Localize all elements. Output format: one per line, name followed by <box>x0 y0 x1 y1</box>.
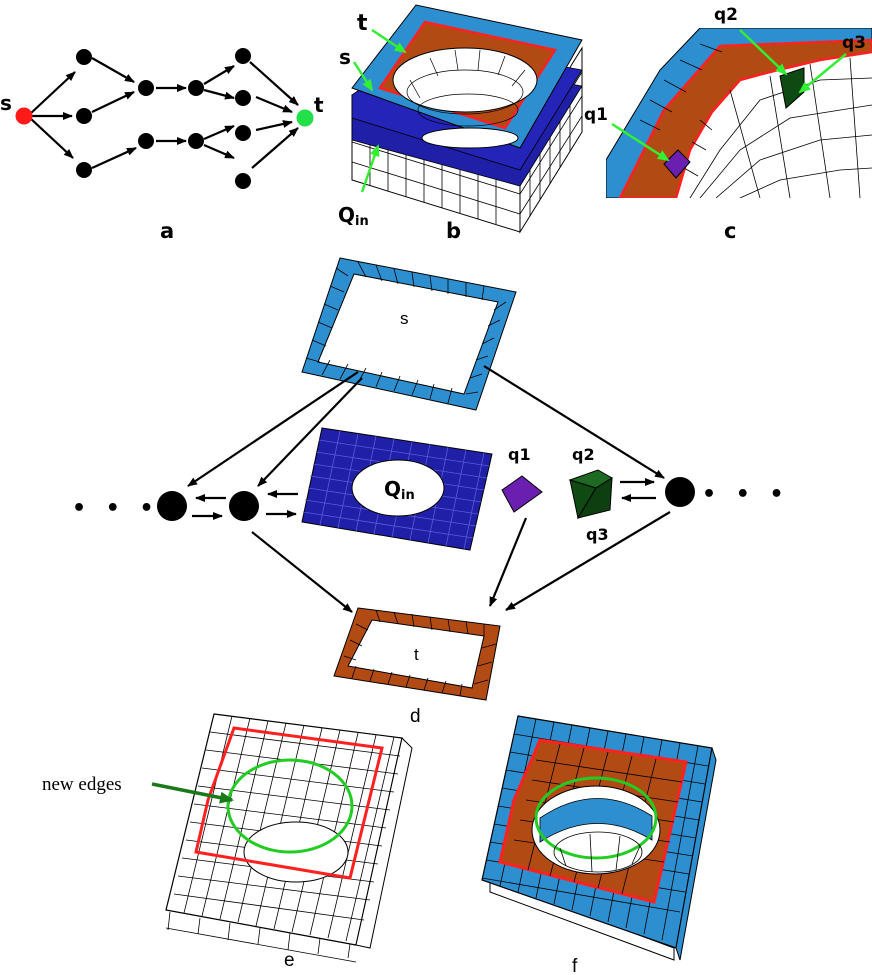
label-d-t: t <box>414 645 419 664</box>
block-hole-inner-band <box>421 127 519 149</box>
label-c-q1: q1 <box>584 105 608 125</box>
label-d-q1: q1 <box>508 445 531 464</box>
graph-node <box>665 477 695 507</box>
new-edges-label: new edges <box>42 774 122 795</box>
sink-node <box>296 109 314 127</box>
s-frame: s <box>301 257 517 411</box>
arrow-q3-pointer <box>798 53 847 94</box>
caption-e: e <box>284 950 295 971</box>
panel-d-decomposition: s Qin q1 q2 q3 <box>72 257 790 727</box>
label-c-q2: q2 <box>714 5 738 25</box>
hole-wire <box>406 49 526 127</box>
qin-plate: Qin <box>301 427 493 551</box>
arrow-q2-pointer <box>739 29 788 76</box>
graph-node <box>235 173 251 189</box>
graph-node <box>188 80 204 96</box>
arrow-t-pointer <box>371 28 407 54</box>
graph-node <box>229 491 259 521</box>
caption-a: a <box>160 219 174 243</box>
panel-f-colored-block: f <box>481 715 717 975</box>
panel-a-graph: s t a <box>0 48 324 243</box>
label-d-q3: q3 <box>586 525 609 544</box>
label-d-q2: q2 <box>572 445 595 464</box>
q2-q3-piece <box>568 469 613 520</box>
label-b-s: s <box>339 45 351 69</box>
qin-hole <box>351 459 445 517</box>
ellipsis-right: • • • <box>702 482 790 507</box>
arrow-s-pointer <box>352 61 374 92</box>
new-edges-pointer <box>151 782 234 804</box>
block-hole <box>392 47 538 113</box>
panel-c-zoom: q1 q2 q3 c <box>584 5 872 243</box>
f-hole-inner-wall <box>539 798 653 843</box>
panel-d-arrows <box>187 365 671 613</box>
graph-node <box>76 162 92 178</box>
panel-a-nodes <box>76 48 251 189</box>
graph-node <box>235 125 251 141</box>
zoom-wire <box>639 43 872 198</box>
graph-node <box>188 133 204 149</box>
graph-node <box>157 491 187 521</box>
caption-c: c <box>724 219 736 243</box>
graph-node <box>138 133 154 149</box>
label-c-q3: q3 <box>842 33 866 53</box>
label-b-qin: Qin <box>338 203 369 229</box>
f-right-face <box>675 747 717 961</box>
graph-node <box>76 108 92 124</box>
e-red-loop <box>194 726 384 880</box>
panel-e-wire-block: new edges e <box>42 713 413 971</box>
t-frame: t <box>333 607 501 701</box>
graph-node <box>235 48 251 64</box>
f-green-loop <box>534 776 658 860</box>
source-label: s <box>0 91 12 115</box>
caption-d: d <box>410 706 421 727</box>
graph-node <box>235 90 251 106</box>
caption-f: f <box>572 956 578 975</box>
ellipsis-left: • • • <box>72 496 160 521</box>
label-d-s: s <box>400 309 409 328</box>
graph-node <box>138 80 154 96</box>
graph-node <box>76 49 92 65</box>
panel-b-mesh-block: t s Qin b <box>338 4 583 243</box>
arrow-qin-pointer <box>360 144 380 193</box>
label-d-qin: Qin <box>384 477 415 503</box>
caption-b: b <box>446 219 461 243</box>
e-green-loop <box>226 758 354 854</box>
panel-a-edges <box>29 57 299 170</box>
sink-label: t <box>314 93 324 117</box>
label-b-t: t <box>357 11 368 36</box>
q1-piece <box>501 475 543 513</box>
source-node <box>15 107 33 125</box>
arrow-q1-pointer <box>611 122 670 162</box>
f-hole-wire <box>553 831 643 873</box>
q1-face <box>663 149 691 179</box>
